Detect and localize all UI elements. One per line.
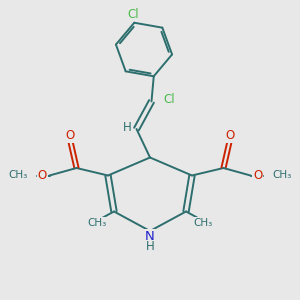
Text: N: N [145, 230, 155, 243]
Text: O: O [225, 129, 234, 142]
Text: O: O [38, 169, 47, 182]
Text: O: O [253, 169, 262, 182]
Text: O: O [66, 129, 75, 142]
Text: CH₃: CH₃ [88, 218, 107, 228]
Text: Cl: Cl [127, 8, 139, 21]
Text: Cl: Cl [163, 93, 175, 106]
Text: CH₃: CH₃ [272, 170, 291, 181]
Text: CH₃: CH₃ [193, 218, 212, 228]
Text: H: H [146, 240, 154, 253]
Text: H: H [122, 121, 131, 134]
Text: CH₃: CH₃ [9, 170, 28, 181]
